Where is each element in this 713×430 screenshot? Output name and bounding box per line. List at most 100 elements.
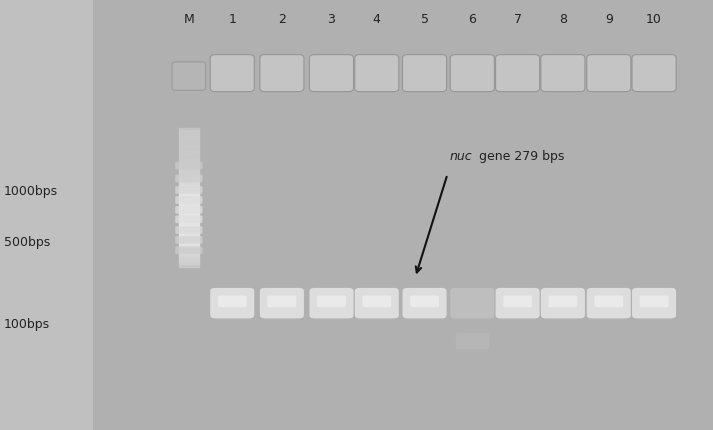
- Bar: [179, 178, 199, 182]
- FancyBboxPatch shape: [403, 55, 446, 92]
- Bar: [179, 256, 199, 260]
- Bar: [179, 226, 199, 230]
- Bar: [179, 236, 199, 239]
- Text: 6: 6: [468, 13, 476, 26]
- Bar: [179, 192, 199, 196]
- Bar: [179, 233, 199, 237]
- Bar: [179, 243, 199, 246]
- Bar: [179, 252, 199, 255]
- Bar: [179, 217, 199, 221]
- FancyBboxPatch shape: [632, 55, 676, 92]
- FancyBboxPatch shape: [456, 333, 489, 349]
- Bar: [179, 199, 199, 203]
- Bar: [179, 167, 199, 170]
- Text: 100bps: 100bps: [4, 318, 50, 331]
- FancyBboxPatch shape: [309, 288, 354, 318]
- Bar: [179, 155, 199, 159]
- Bar: [179, 185, 199, 189]
- FancyBboxPatch shape: [260, 288, 304, 318]
- FancyBboxPatch shape: [451, 288, 494, 318]
- FancyBboxPatch shape: [175, 196, 202, 204]
- FancyBboxPatch shape: [172, 62, 205, 90]
- FancyBboxPatch shape: [175, 215, 202, 223]
- FancyBboxPatch shape: [210, 55, 255, 92]
- Bar: [179, 137, 199, 141]
- Bar: [179, 219, 199, 223]
- FancyBboxPatch shape: [175, 162, 202, 169]
- Bar: [179, 245, 199, 248]
- FancyBboxPatch shape: [317, 295, 346, 307]
- Bar: [179, 215, 199, 218]
- Text: 8: 8: [559, 13, 567, 26]
- FancyBboxPatch shape: [587, 55, 631, 92]
- Bar: [179, 206, 199, 209]
- FancyBboxPatch shape: [451, 55, 494, 92]
- Bar: [179, 183, 199, 186]
- FancyBboxPatch shape: [403, 288, 446, 318]
- Bar: [179, 208, 199, 212]
- FancyBboxPatch shape: [267, 295, 297, 307]
- Bar: [179, 201, 199, 205]
- Bar: [179, 187, 199, 191]
- FancyBboxPatch shape: [175, 175, 202, 182]
- Bar: [179, 164, 199, 168]
- FancyBboxPatch shape: [496, 55, 540, 92]
- FancyBboxPatch shape: [587, 288, 631, 318]
- FancyBboxPatch shape: [632, 288, 676, 318]
- Bar: [179, 148, 199, 152]
- Text: 10: 10: [646, 13, 662, 26]
- FancyBboxPatch shape: [218, 295, 247, 307]
- Bar: [179, 229, 199, 232]
- FancyBboxPatch shape: [355, 55, 399, 92]
- Bar: [179, 224, 199, 227]
- FancyBboxPatch shape: [410, 295, 439, 307]
- Bar: [179, 258, 199, 262]
- Bar: [179, 261, 199, 264]
- FancyBboxPatch shape: [548, 295, 578, 307]
- Bar: [179, 162, 199, 166]
- FancyBboxPatch shape: [175, 226, 202, 234]
- Bar: [179, 150, 199, 154]
- Text: 9: 9: [605, 13, 612, 26]
- Bar: [179, 176, 199, 179]
- Text: 1000bps: 1000bps: [4, 185, 58, 198]
- FancyBboxPatch shape: [309, 55, 354, 92]
- FancyBboxPatch shape: [210, 288, 255, 318]
- FancyBboxPatch shape: [175, 236, 202, 244]
- Bar: [179, 130, 199, 134]
- FancyBboxPatch shape: [541, 288, 585, 318]
- Bar: [179, 254, 199, 258]
- Bar: [179, 210, 199, 214]
- Bar: [179, 181, 199, 184]
- Text: M: M: [183, 13, 194, 26]
- Bar: [179, 263, 199, 267]
- FancyBboxPatch shape: [640, 295, 669, 307]
- Bar: [179, 222, 199, 225]
- Bar: [179, 231, 199, 234]
- FancyBboxPatch shape: [175, 206, 202, 214]
- Bar: [179, 139, 199, 143]
- FancyBboxPatch shape: [355, 288, 399, 318]
- FancyBboxPatch shape: [595, 295, 623, 307]
- Text: gene 279 bps: gene 279 bps: [476, 150, 565, 163]
- Bar: [179, 132, 199, 136]
- Bar: [179, 135, 199, 138]
- Text: 2: 2: [278, 13, 286, 26]
- Bar: [179, 212, 199, 216]
- Bar: [179, 240, 199, 244]
- Bar: [179, 157, 199, 161]
- FancyBboxPatch shape: [175, 186, 202, 194]
- FancyBboxPatch shape: [503, 295, 532, 307]
- Bar: [179, 141, 199, 145]
- Text: 4: 4: [373, 13, 381, 26]
- Bar: [179, 128, 199, 131]
- FancyBboxPatch shape: [175, 246, 202, 254]
- FancyBboxPatch shape: [260, 55, 304, 92]
- Bar: [179, 197, 199, 200]
- FancyBboxPatch shape: [541, 55, 585, 92]
- FancyBboxPatch shape: [496, 288, 540, 318]
- Text: 3: 3: [327, 13, 335, 26]
- FancyBboxPatch shape: [362, 295, 391, 307]
- Bar: [179, 153, 199, 157]
- Bar: [179, 194, 199, 198]
